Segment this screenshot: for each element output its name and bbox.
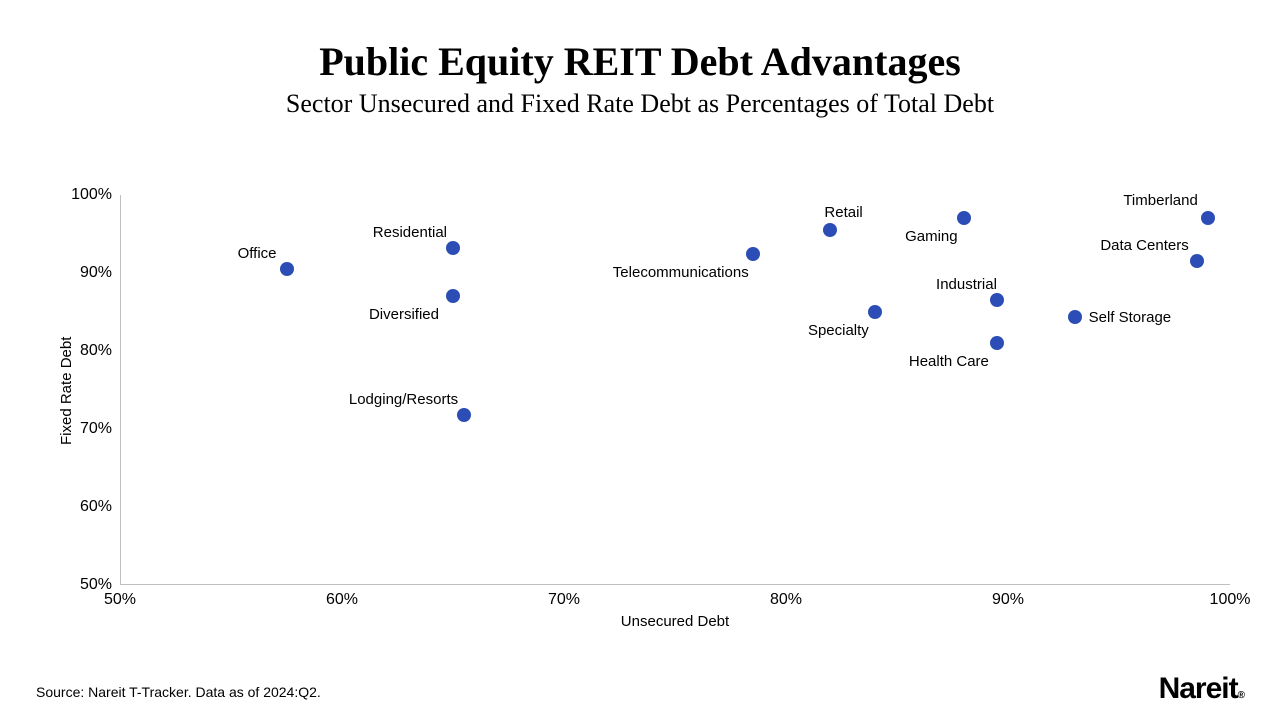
data-point-label: Lodging/Resorts bbox=[349, 391, 458, 408]
data-point bbox=[1068, 310, 1082, 324]
scatter-plot bbox=[120, 195, 1230, 585]
y-tick: 60% bbox=[80, 498, 112, 516]
nareit-logo: Nareit® bbox=[1159, 672, 1244, 706]
data-point-label: Timberland bbox=[1123, 192, 1197, 209]
data-point bbox=[957, 211, 971, 225]
data-point-label: Gaming bbox=[905, 228, 958, 245]
data-point-label: Retail bbox=[824, 204, 862, 221]
x-tick: 60% bbox=[326, 591, 358, 609]
data-point-label: Industrial bbox=[936, 276, 997, 293]
data-point bbox=[1190, 254, 1204, 268]
x-tick: 90% bbox=[992, 591, 1024, 609]
data-point bbox=[446, 241, 460, 255]
y-tick: 100% bbox=[71, 186, 112, 204]
data-point bbox=[990, 293, 1004, 307]
data-point bbox=[1201, 211, 1215, 225]
data-point-label: Telecommunications bbox=[613, 264, 749, 281]
data-point bbox=[746, 247, 760, 261]
x-tick: 100% bbox=[1210, 591, 1251, 609]
x-tick: 80% bbox=[770, 591, 802, 609]
source-text: Source: Nareit T-Tracker. Data as of 202… bbox=[36, 684, 321, 700]
data-point bbox=[280, 262, 294, 276]
data-point bbox=[823, 223, 837, 237]
data-point bbox=[446, 289, 460, 303]
page-title: Public Equity REIT Debt Advantages bbox=[0, 38, 1280, 85]
data-point-label: Diversified bbox=[369, 306, 439, 323]
data-point-label: Office bbox=[238, 245, 277, 262]
y-tick: 80% bbox=[80, 342, 112, 360]
data-point bbox=[457, 408, 471, 422]
data-point-label: Data Centers bbox=[1100, 237, 1188, 254]
data-point-label: Health Care bbox=[909, 353, 989, 370]
data-point bbox=[868, 305, 882, 319]
data-point bbox=[990, 336, 1004, 350]
data-point-label: Residential bbox=[373, 224, 447, 241]
data-point-label: Specialty bbox=[808, 322, 869, 339]
x-tick: 50% bbox=[104, 591, 136, 609]
x-axis-label: Unsecured Debt bbox=[621, 613, 729, 630]
x-tick: 70% bbox=[548, 591, 580, 609]
page-subtitle: Sector Unsecured and Fixed Rate Debt as … bbox=[0, 89, 1280, 119]
data-point-label: Self Storage bbox=[1089, 309, 1172, 326]
y-tick: 70% bbox=[80, 420, 112, 438]
y-axis-label: Fixed Rate Debt bbox=[58, 337, 75, 445]
y-tick: 90% bbox=[80, 264, 112, 282]
